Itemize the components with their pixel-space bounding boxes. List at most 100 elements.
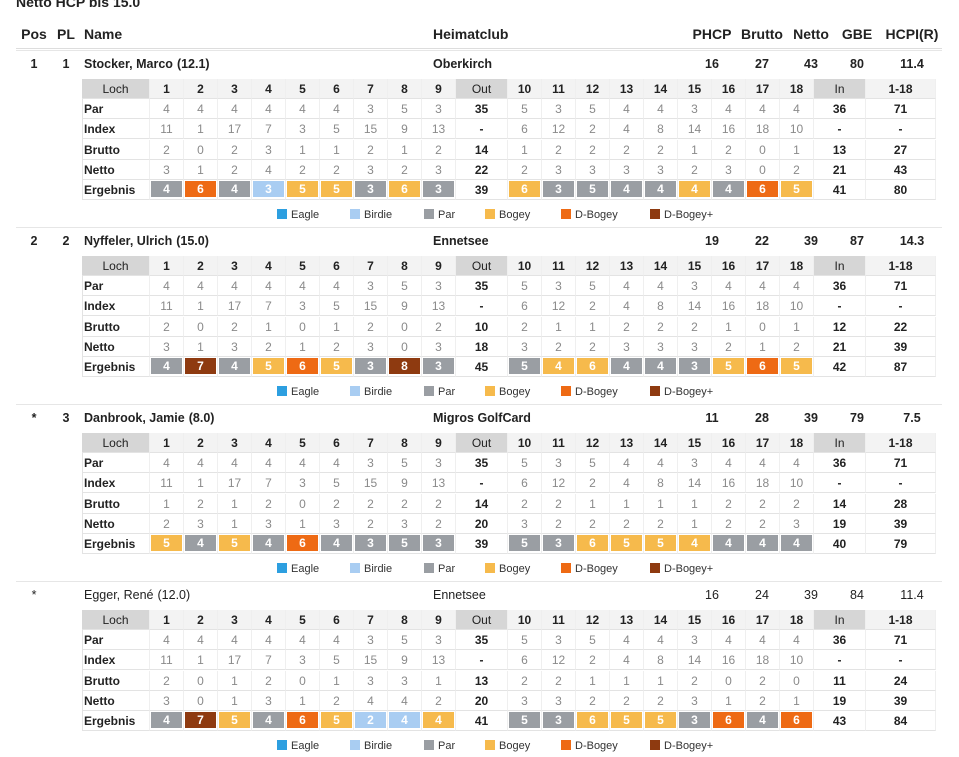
- legend-label: D-Bogey: [575, 209, 618, 221]
- score-value: -: [866, 296, 936, 317]
- score-chip: 4: [713, 535, 744, 551]
- score-chip: 3: [679, 358, 710, 374]
- score-value: 10: [780, 473, 814, 494]
- hole-header: Out: [456, 433, 508, 453]
- score-value: 3: [422, 159, 456, 180]
- score-value: 5: [576, 453, 610, 474]
- score-value: 2: [610, 513, 644, 534]
- score-value: 4: [320, 276, 354, 297]
- score-value: 4: [780, 453, 814, 474]
- score-cell: 6: [508, 180, 542, 200]
- score-value: 4: [644, 99, 678, 120]
- score-value: 5: [320, 119, 354, 140]
- score-value: 3: [150, 336, 184, 357]
- score-value: 0: [184, 316, 218, 337]
- hole-header: 12: [576, 610, 610, 630]
- score-chip: 5: [219, 712, 250, 728]
- hole-header: 15: [678, 433, 712, 453]
- hole-header: 3: [218, 610, 252, 630]
- score-value: 3: [388, 513, 422, 534]
- score-value: 3: [576, 159, 610, 180]
- row-label: Brutto: [82, 316, 150, 337]
- hole-header: 13: [610, 610, 644, 630]
- score-cell: 5: [780, 357, 814, 377]
- column-header: Pos: [21, 26, 47, 42]
- score-value: 3: [354, 99, 388, 120]
- score-value: 4: [610, 473, 644, 494]
- score-value: 14: [678, 473, 712, 494]
- legend-label: Par: [438, 209, 456, 221]
- score-value: 1: [184, 336, 218, 357]
- hole-header: 14: [644, 433, 678, 453]
- score-cell: 4: [610, 357, 644, 377]
- score-chip: 6: [509, 181, 540, 197]
- score-value: 3: [218, 336, 252, 357]
- score-value: 2: [354, 316, 388, 337]
- score-cell: 4: [150, 357, 184, 377]
- player-netto_total: 39: [804, 234, 818, 248]
- score-value: 22: [866, 316, 936, 337]
- hole-header: 9: [422, 256, 456, 276]
- legend-swatch: [424, 563, 434, 573]
- player-name-wrap: Danbrook, Jamie (8.0): [84, 410, 214, 426]
- row-label: Brutto: [82, 139, 150, 160]
- score-cell: 6: [746, 357, 780, 377]
- score-chip: 4: [185, 535, 216, 551]
- score-value: 1: [184, 119, 218, 140]
- score-value: 27: [866, 139, 936, 160]
- score-value: 42: [814, 357, 866, 377]
- score-value: 2: [542, 139, 576, 160]
- player-name: Nyffeler, Ulrich: [84, 234, 173, 248]
- score-value: 4: [286, 99, 320, 120]
- score-value: 3: [610, 159, 644, 180]
- legend-label: Birdie: [364, 386, 393, 398]
- score-value: 4: [746, 453, 780, 474]
- score-value: 16: [712, 119, 746, 140]
- score-value: 0: [184, 139, 218, 160]
- score-value: 11: [150, 473, 184, 494]
- score-chip: 5: [781, 358, 812, 374]
- score-value: -: [456, 650, 508, 671]
- legend-label: Eagle: [291, 209, 320, 221]
- score-value: -: [814, 650, 866, 671]
- score-value: 2: [422, 690, 456, 711]
- score-chip: 3: [679, 712, 710, 728]
- legend-label: D-Bogey+: [664, 209, 714, 221]
- score-value: 13: [422, 296, 456, 317]
- score-value: 5: [508, 99, 542, 120]
- score-cell: 5: [610, 711, 644, 731]
- score-cell: 2: [354, 711, 388, 731]
- score-chip: 3: [543, 181, 574, 197]
- player-phcp: 16: [705, 57, 719, 71]
- player-hcp: (12.1): [176, 57, 210, 71]
- score-value: 4: [286, 630, 320, 651]
- score-value: 2: [320, 493, 354, 514]
- score-value: 2: [780, 336, 814, 357]
- score-value: 1: [184, 159, 218, 180]
- score-chip: 4: [151, 181, 182, 197]
- player-rule: [16, 227, 942, 228]
- score-value: 16: [712, 473, 746, 494]
- legend-swatch: [485, 563, 495, 573]
- row-label: Netto: [82, 159, 150, 180]
- hole-header: 1: [150, 610, 184, 630]
- score-cell: 7: [184, 357, 218, 377]
- score-value: 3: [678, 336, 712, 357]
- score-value: 17: [218, 119, 252, 140]
- player-gbe: 80: [850, 57, 864, 71]
- score-cell: 6: [780, 711, 814, 731]
- hole-header: 2: [184, 610, 218, 630]
- scorecard: Loch 1 2 3 4 5 6 7 8 9 Out 10 11 12 13 14 15 16 17 18 In 1-18…: [0, 256, 959, 378]
- score-value: 6: [508, 296, 542, 317]
- hole-header: In: [814, 433, 866, 453]
- player-hcpi: 7.5: [903, 411, 921, 425]
- score-value: 4: [712, 453, 746, 474]
- player-brutto_total: 22: [755, 234, 769, 248]
- score-value: 5: [508, 276, 542, 297]
- score-chip: 3: [423, 535, 454, 551]
- score-value: 6: [508, 119, 542, 140]
- column-header: Netto: [793, 26, 829, 42]
- hole-header: 15: [678, 610, 712, 630]
- score-value: 2: [320, 336, 354, 357]
